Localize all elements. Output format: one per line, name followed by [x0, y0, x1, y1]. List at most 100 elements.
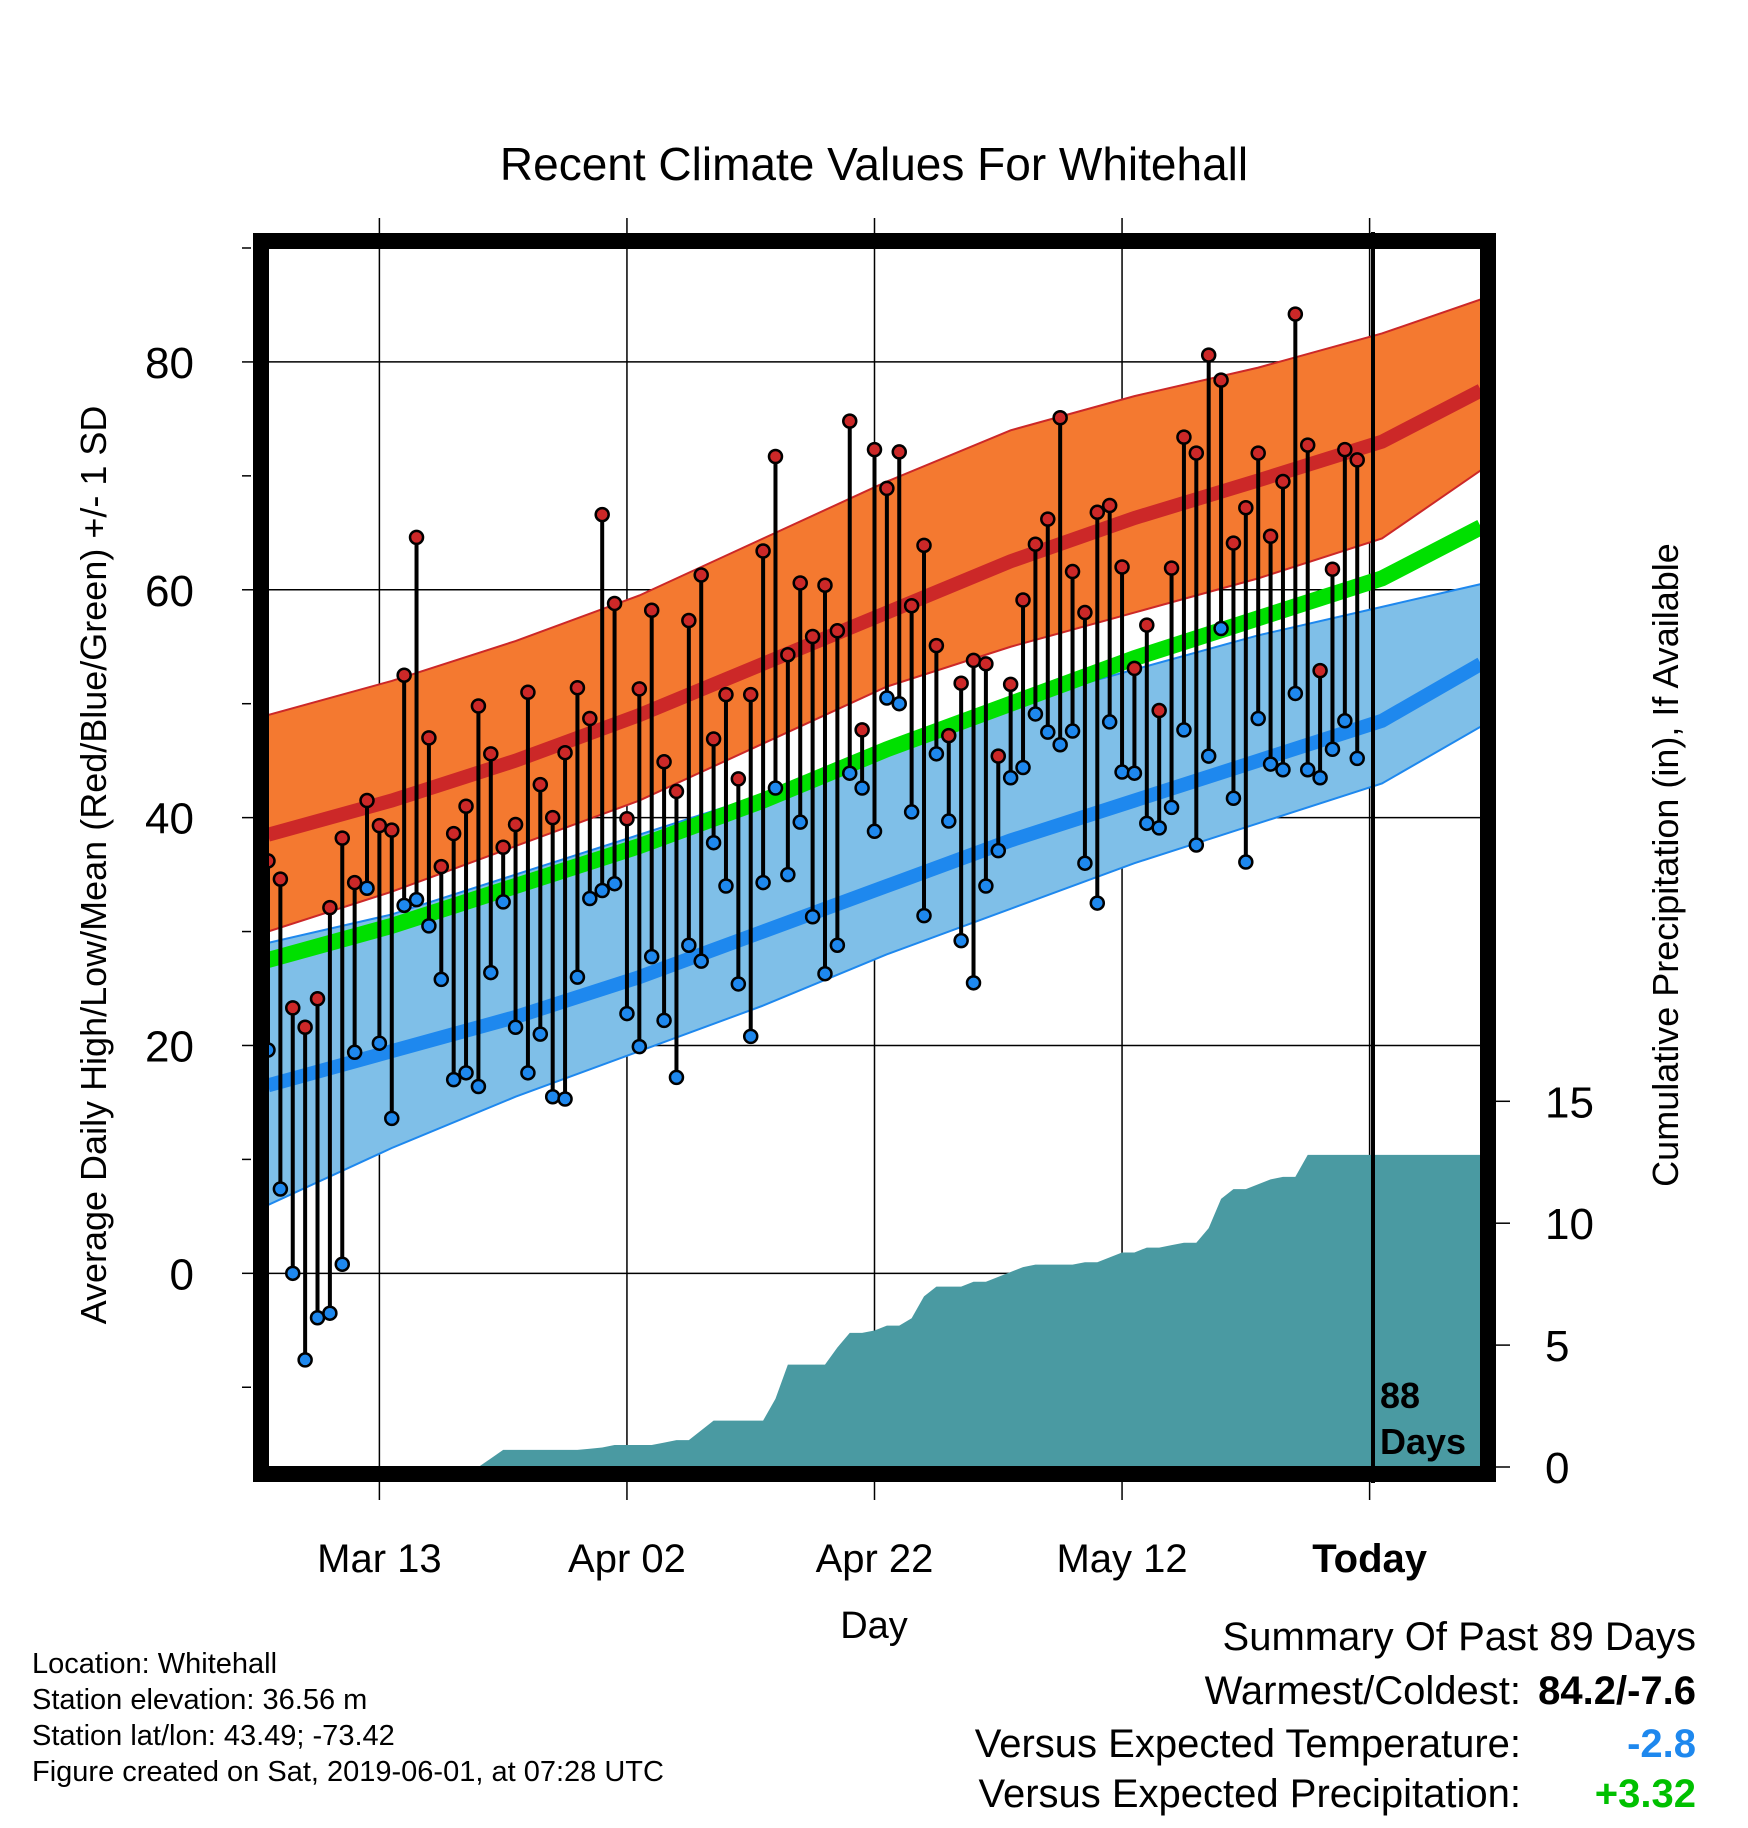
daily-low-point — [569, 969, 586, 985]
daily-low-point — [309, 1310, 326, 1326]
daily-low-point — [1015, 759, 1031, 776]
daily-high-point — [433, 858, 450, 875]
daily-low-point — [582, 890, 598, 907]
daily-high-point — [272, 871, 289, 887]
daily-high-point — [1015, 592, 1031, 608]
daily-low-point — [433, 971, 450, 988]
daily-high-point — [631, 681, 648, 697]
daily-high-point — [495, 839, 511, 855]
daily-high-point — [978, 656, 994, 672]
daily-high-point — [582, 710, 598, 727]
daily-low-point — [780, 866, 796, 883]
daily-high-point — [606, 595, 623, 612]
daily-low-point — [1324, 741, 1341, 758]
daily-high-point — [470, 698, 487, 714]
daily-low-point — [841, 765, 858, 781]
summary-title: Summary Of Past 89 Days — [1222, 1615, 1696, 1659]
daily-low-point — [322, 1305, 338, 1321]
daily-high-point — [643, 602, 660, 619]
daily-low-point — [520, 1065, 536, 1081]
daily-high-point — [346, 874, 363, 891]
y-tick-label: 0 — [170, 1250, 194, 1299]
daily-low-point — [953, 932, 969, 949]
daily-low-point — [941, 813, 957, 829]
daily-high-point — [681, 612, 697, 629]
y-axis-label: Average Daily High/Low/Mean (Red/Blue/Gr… — [73, 406, 114, 1325]
daily-low-point — [1040, 724, 1056, 740]
mean-line — [268, 520, 1481, 968]
daily-low-point — [1225, 790, 1242, 807]
daily-low-point — [359, 880, 375, 897]
daily-high-point — [1027, 536, 1044, 552]
daily-high-point — [730, 771, 747, 787]
daily-low-point — [755, 874, 771, 891]
daily-low-point — [903, 804, 920, 820]
daily-low-point — [879, 690, 895, 706]
daily-low-point — [445, 1071, 462, 1088]
daily-low-point — [693, 953, 709, 969]
y2-tick-label: 15 — [1545, 1078, 1594, 1127]
daily-high-point — [569, 680, 586, 696]
daily-high-point — [1275, 473, 1291, 490]
daily-high-point — [705, 731, 722, 747]
daily-low-point — [1089, 895, 1106, 911]
daily-low-point — [557, 1091, 573, 1107]
daily-high-point — [1287, 306, 1304, 322]
daily-high-point — [421, 730, 437, 746]
summary-temp-row: Versus Expected Temperature: -2.8 — [975, 1722, 1696, 1767]
temp-value: -2.8 — [1627, 1722, 1696, 1766]
precipitation-area — [268, 1154, 1481, 1467]
daily-high-point — [693, 567, 709, 583]
daily-low-point — [1176, 722, 1192, 738]
y-tick-label: 20 — [145, 1022, 194, 1071]
daily-low-point — [334, 1256, 351, 1272]
daily-high-point — [1040, 511, 1056, 527]
daily-high-point — [1089, 504, 1106, 521]
daily-low-point — [1126, 765, 1143, 781]
y-tick-label: 80 — [145, 339, 194, 388]
daily-high-point — [1064, 563, 1081, 580]
daily-high-point — [1077, 604, 1093, 621]
daily-low-point — [891, 695, 908, 712]
daily-low-point — [1262, 756, 1279, 772]
daily-high-point — [804, 628, 821, 645]
daily-range-bars — [268, 306, 1365, 1368]
daily-high-point — [445, 825, 462, 842]
temp-label: Versus Expected Temperature: — [974, 1722, 1521, 1766]
daily-high-point — [619, 811, 635, 827]
daily-high-point — [916, 537, 932, 554]
today-days-number: 88 — [1380, 1375, 1420, 1416]
daily-high-point — [891, 444, 908, 460]
daily-high-point — [928, 637, 945, 654]
plot-frame — [253, 233, 1496, 1482]
daily-low-point — [1151, 820, 1167, 836]
daily-low-point — [718, 878, 734, 894]
daily-high-point — [1225, 535, 1242, 551]
daily-low-point — [681, 937, 697, 953]
daily-low-point — [544, 1088, 561, 1105]
daily-low-point — [1077, 855, 1093, 871]
elevation-text: Station elevation: 36.56 m — [32, 1684, 368, 1716]
daily-high-point — [941, 727, 957, 744]
daily-low-point — [730, 976, 747, 992]
daily-low-point — [656, 1012, 672, 1029]
chart-title: Recent Climate Values For Whitehall — [500, 138, 1248, 190]
daily-high-point — [668, 783, 685, 800]
daily-low-point — [507, 1019, 524, 1035]
x-axis-label: Day — [840, 1605, 908, 1647]
daily-high-point — [1262, 528, 1279, 544]
daily-high-point — [953, 675, 969, 691]
daily-high-point — [507, 816, 524, 833]
x-tick-label: Today — [1312, 1537, 1428, 1581]
daily-high-point — [1114, 559, 1130, 575]
daily-high-point — [1188, 445, 1205, 461]
daily-low-point — [767, 780, 784, 796]
daily-high-point — [718, 686, 734, 703]
y2-tick-label: 10 — [1545, 1200, 1594, 1249]
daily-low-point — [643, 948, 660, 965]
daily-high-point — [866, 441, 883, 458]
daily-low-point — [1064, 723, 1081, 739]
daily-high-point — [1052, 409, 1068, 426]
daily-high-point — [879, 480, 895, 497]
daily-high-point — [1139, 617, 1155, 633]
